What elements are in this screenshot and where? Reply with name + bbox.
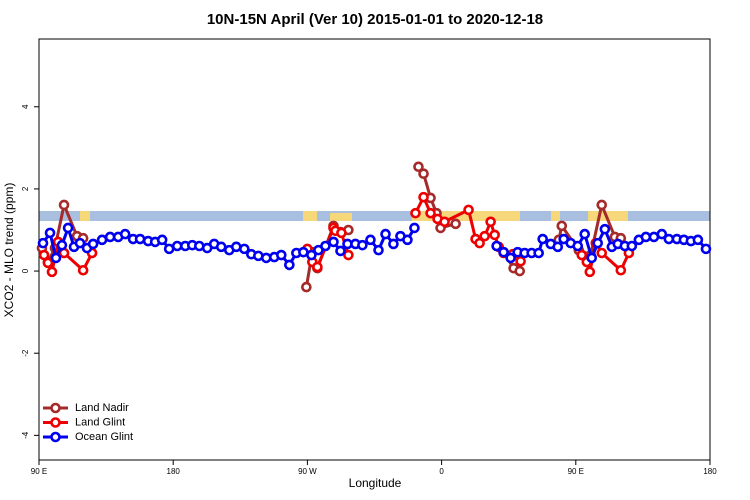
data-point: [46, 266, 58, 278]
data-point: [592, 237, 604, 249]
data-point: [505, 252, 516, 264]
x-tick-label: 180: [167, 467, 181, 476]
x-axis-label: Longitude: [349, 476, 402, 490]
legend-label: Land Glint: [75, 416, 125, 428]
data-point: [450, 218, 461, 230]
data-point: [584, 266, 596, 278]
data-point: [491, 240, 502, 252]
legend-label: Land Nadir: [75, 402, 129, 414]
data-point: [425, 207, 436, 219]
x-tick-label: 90 E: [568, 467, 584, 476]
data-point: [119, 228, 131, 240]
data-point: [380, 228, 391, 240]
data-point: [402, 234, 413, 246]
data-point: [596, 247, 608, 259]
data-point: [87, 238, 99, 250]
legend-marker: [50, 402, 61, 414]
data-point: [463, 204, 474, 216]
data-point: [156, 234, 168, 246]
x-tick-label: 90 E: [31, 467, 47, 476]
data-point: [572, 240, 584, 252]
legend-marker: [50, 417, 61, 428]
data-point: [38, 249, 50, 261]
data-point: [62, 222, 74, 234]
data-point: [579, 228, 591, 240]
chart-title: 10N-15N April (Ver 10) 2015-01-01 to 202…: [207, 11, 543, 28]
data-point: [418, 191, 429, 203]
data-point: [373, 244, 384, 256]
land-mask-strip: [39, 211, 710, 221]
data-point: [365, 234, 376, 246]
legend-marker: [50, 431, 61, 443]
data-point: [335, 245, 346, 257]
data-point: [58, 199, 70, 211]
x-tick-label: 0: [439, 467, 444, 476]
data-point: [533, 247, 544, 259]
y-tick-label: -4: [21, 431, 30, 439]
x-tick-label: 180: [703, 467, 717, 476]
data-point: [700, 243, 712, 255]
series: [37, 222, 712, 271]
data-point: [656, 228, 668, 240]
data-point: [301, 281, 312, 293]
y-tick-label: -2: [21, 349, 30, 357]
data-point: [276, 249, 287, 261]
data-point: [556, 220, 568, 232]
data-point: [50, 252, 62, 264]
data-point: [615, 264, 627, 276]
data-point: [537, 233, 548, 245]
y-tick-label: 0: [21, 268, 30, 273]
data-point: [498, 246, 509, 258]
data-point: [357, 239, 368, 251]
data-point: [692, 234, 704, 246]
data-point: [77, 264, 89, 276]
data-point: [552, 241, 564, 253]
data-point: [418, 168, 429, 180]
data-point: [42, 257, 54, 269]
data-point: [413, 161, 424, 173]
data-point: [312, 261, 323, 273]
data-point: [515, 255, 526, 267]
y-axis-label: XCO2 - MLO trend (ppm): [2, 183, 16, 318]
data-point: [388, 238, 399, 250]
data-point: [260, 252, 272, 264]
data-point: [37, 237, 49, 249]
data-point: [439, 216, 450, 228]
data-point: [489, 229, 500, 241]
data-point: [328, 236, 339, 248]
data-point: [336, 227, 347, 239]
data-point: [576, 249, 588, 261]
data-point: [343, 249, 354, 261]
legend-label: Ocean Glint: [75, 431, 133, 443]
data-point: [485, 216, 496, 228]
data-point: [474, 237, 485, 249]
y-tick-label: 2: [21, 186, 30, 191]
data-point: [409, 222, 420, 234]
x-tick-label: 90 W: [298, 467, 317, 476]
data-point: [626, 240, 638, 252]
data-point: [320, 240, 331, 252]
data-point: [479, 230, 490, 242]
y-tick-label: 4: [21, 104, 30, 109]
data-point: [56, 239, 68, 251]
data-point: [44, 227, 56, 239]
data-point: [599, 223, 611, 235]
data-point: [586, 252, 598, 264]
data-point: [74, 237, 86, 249]
data-point: [134, 233, 146, 245]
data-point: [230, 241, 242, 253]
data-point: [239, 243, 250, 255]
data-point: [596, 199, 608, 211]
data-point: [306, 249, 317, 261]
data-point: [514, 265, 526, 277]
data-point: [284, 259, 295, 271]
data-point: [410, 207, 421, 219]
